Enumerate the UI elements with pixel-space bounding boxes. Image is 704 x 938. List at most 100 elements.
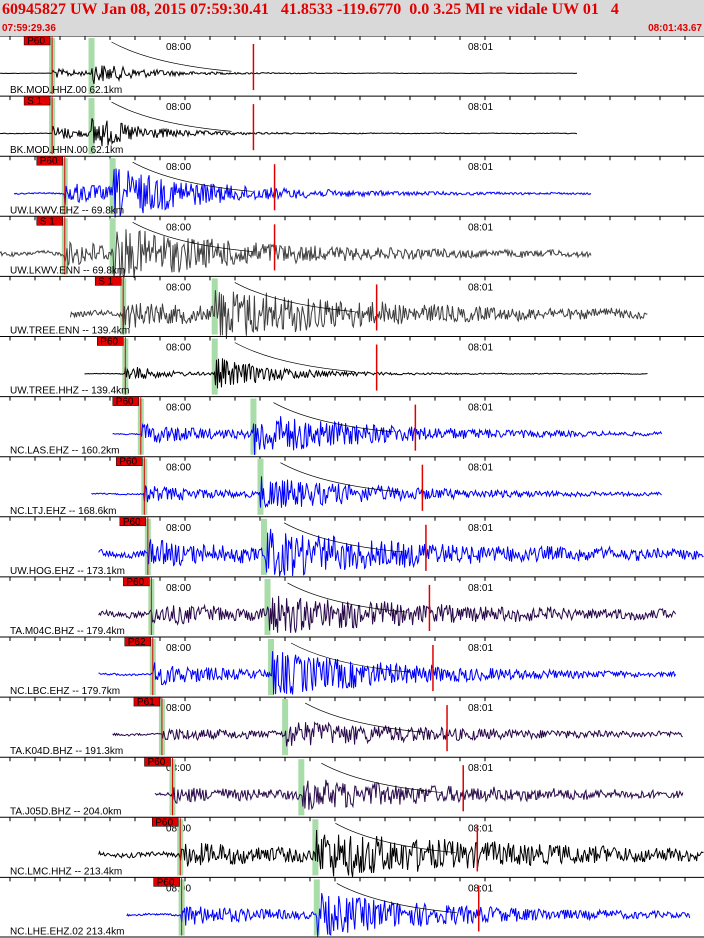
trace-row: 08:00 08:01 P60 UW.LKWV.EHZ -- 69.8km [0,155,704,218]
channel-label: NC.LTJ.EHZ -- 168.6km [10,506,117,517]
time-tick-label: 08:00 [166,403,191,414]
start-time: 07:59:29.36 [2,23,56,34]
travel-time-curve [111,41,232,72]
channel-label: NC.LMC.HHZ -- 213.4km [10,866,122,877]
pick-flag[interactable] [36,216,64,226]
trace-row: 08:00 08:01 P61 TA.K04D.BHZ -- 191.3km [0,696,704,757]
pick-flag[interactable] [124,636,152,647]
waveform [91,476,662,509]
pick-flag-label: P60 [100,337,118,348]
event-header: 60945827 UW Jan 08, 2015 07:59:30.41 41.… [0,0,704,36]
travel-time-curve [280,462,401,493]
time-tick-label: 08:01 [468,403,493,414]
trace-row: 08:00 08:01 P60 NC.LTJ.EHZ -- 168.6km [0,456,704,517]
waveform [84,358,648,389]
pick-flag[interactable] [151,817,179,827]
time-tick-label: 08:00 [166,583,191,594]
pick-flag-label: P60 [123,517,141,528]
time-tick-label: 08:01 [468,883,493,894]
s-phase-band [298,759,305,816]
channel-label: UW.TREE.HHZ -- 139.4km [10,386,129,397]
waveform [0,118,578,147]
pick-flag[interactable] [133,696,161,707]
s-phase-band [268,639,275,696]
time-tick-label: 08:01 [468,763,493,774]
pick-flag-label: P61 [137,697,155,708]
trace-row: 08:00 08:01 P62 NC.LBC.EHZ -- 179.7km [0,636,704,697]
trace-row: 08:00 08:01 P60 UW.TREE.HHZ -- 139.4km [0,336,704,397]
end-time: 08:01:43.67 [648,23,702,34]
time-tick-label: 08:00 [166,102,191,113]
pick-flag-label: S 1 [98,276,113,287]
waveform [98,829,704,877]
pick-flag[interactable] [23,36,51,46]
time-tick-label: 08:01 [468,703,493,714]
time-tick-label: 08:01 [468,583,493,594]
time-tick-label: 08:00 [166,763,191,774]
event-title: 60945827 UW Jan 08, 2015 07:59:30.41 41.… [2,1,619,18]
pick-flag[interactable] [36,155,64,166]
waveform [0,65,578,85]
time-tick-label: 08:00 [166,162,191,173]
time-tick-label: 08:00 [166,523,191,534]
pick-flag-label: P60 [27,36,45,47]
time-tick-label: 08:01 [468,102,493,113]
pick-flag-label: P60 [40,156,58,167]
pick-flag-label: P60 [119,457,137,468]
time-tick-label: 08:00 [166,463,191,474]
time-tick-label: 08:00 [166,703,191,714]
pick-flag[interactable] [153,877,180,887]
pick-flag[interactable] [94,276,122,286]
s-phase-band [88,38,95,95]
pick-flag-label: P60 [157,877,175,888]
s-phase-band [109,218,116,275]
travel-time-curve [111,101,232,132]
time-tick-label: 08:01 [468,523,493,534]
s-phase-band [257,458,264,515]
pick-flag[interactable] [123,576,150,587]
channel-label: NC.LAS.EHZ -- 160.2km [10,446,119,457]
time-tick-label: 08:00 [166,282,191,293]
trace-row: 08:00 08:01 P60 NC.LAS.EHZ -- 160.2km [0,396,704,457]
channel-label: UW.TREE.ENN -- 139.4km [10,326,130,337]
trace-row: 08:00 08:01 S 1 BK.MOD.HHN.00 62.1km [0,95,704,156]
trace-row: 08:00 08:01 S 1 UW.TREE.ENN -- 139.4km [0,275,704,340]
waveform [112,721,683,747]
s-phase-band [312,819,319,876]
pick-flag-label: P60 [126,577,144,588]
travel-time-curve [336,883,457,914]
time-tick-label: 08:01 [468,162,493,173]
travel-time-curve [234,282,355,313]
trace-row: 08:00 08:01 P60 TA.M04C.BHZ -- 179.4km [0,576,704,637]
waveform [112,416,663,456]
pick-flag[interactable] [119,516,147,527]
s-phase-band [313,879,320,936]
channel-label: UW.LKWV.ENN -- 69.8km [10,265,125,276]
trace-row: 08:00 08:01 P60 UW.HOG.EHZ -- 173.1km [0,516,704,577]
time-tick-label: 08:01 [468,643,493,654]
waveform [69,290,648,340]
time-tick-label: 08:01 [468,823,493,834]
time-tick-label: 08:01 [468,343,493,354]
pick-flag[interactable] [144,756,171,767]
channel-label: TA.K04D.BHZ -- 191.3km [10,746,123,757]
channel-label: TA.M04C.BHZ -- 179.4km [10,626,125,637]
travel-time-curve [321,762,442,793]
trace-row: 08:00 08:01 S 1 UW.LKWV.ENN -- 69.8km [0,215,704,279]
pick-flag[interactable] [97,336,124,346]
pick-flag[interactable] [116,456,143,466]
pick-flag[interactable] [112,396,140,406]
waveform [13,168,592,218]
pick-flag-label: P60 [155,817,173,828]
pick-flag[interactable] [23,95,51,106]
time-tick-label: 08:01 [468,282,493,293]
channel-label: UW.HOG.EHZ -- 173.1km [10,566,125,577]
channel-label: NC.LBC.EHZ -- 179.7km [10,686,120,697]
waveform [154,779,684,811]
travel-time-curve [132,161,253,192]
travel-time-curve [283,522,405,553]
travel-time-curve [290,642,412,673]
trace-row: 08:00 08:01 P60 BK.MOD.HHZ.00 62.1km [0,36,704,96]
time-tick-label: 08:00 [166,643,191,654]
